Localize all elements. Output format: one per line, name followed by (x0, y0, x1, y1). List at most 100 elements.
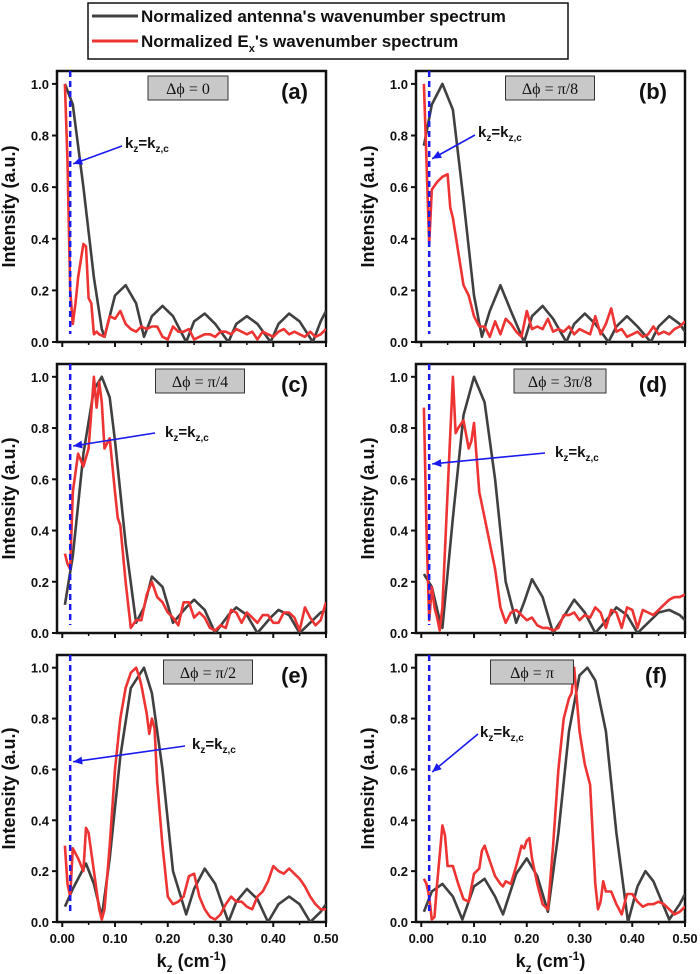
x-tick-label: 0.10 (461, 931, 486, 946)
y-tick-label: 0.8 (390, 129, 408, 144)
x-axis-label-part: -1 (569, 949, 580, 963)
series-line-ex (422, 375, 685, 632)
panel-d: 0.0 0.2 0.4 0.6 0.8 1.0 Intensity (a.u.) Δϕ = 3… (358, 362, 687, 641)
series-line-ex (422, 666, 685, 921)
y-tick-label: 0.0 (390, 915, 408, 930)
panel-letter: (a) (281, 79, 308, 104)
y-tick-label: 0.2 (390, 864, 408, 879)
cutoff-annotation-part: k (478, 124, 487, 141)
y-tick-label: 0.8 (390, 712, 408, 727)
y-tick-label: 0.6 (390, 472, 408, 487)
plot-frame (414, 362, 687, 635)
arrowhead-icon (73, 440, 83, 449)
series-line-antenna (422, 666, 685, 922)
legend-box (87, 2, 569, 60)
legend-label-ex: Normalized Ex's wavenumber spectrum (141, 32, 458, 55)
cutoff-annotation-part: z (173, 433, 178, 444)
x-axis-label-part: z (526, 961, 532, 974)
y-tick-label: 0.0 (31, 626, 49, 641)
y-tick-label: 1.0 (390, 77, 408, 92)
x-tick-label: 0.20 (514, 931, 539, 946)
y-tick-label: 0.2 (390, 575, 408, 590)
series-line-antenna (422, 82, 685, 342)
x-axis-label-part: ) (579, 951, 585, 971)
cutoff-annotation-part: =k (205, 736, 223, 753)
legend-label-ex-sub: x (249, 43, 256, 55)
y-tick-label: 1.0 (390, 661, 408, 676)
y-tick-label: 0.6 (31, 472, 49, 487)
y-tick-label: 0.4 (31, 813, 50, 828)
x-axis-label: kz (cm-1) (157, 949, 227, 974)
panel-a: 0.0 0.2 0.4 0.6 0.8 1.0 Intensity (a.u.) Δϕ = 0… (0, 69, 328, 350)
y-tick-label: 0.8 (390, 421, 408, 436)
y-tick-label: 0.8 (31, 421, 49, 436)
x-tick-label: 0.40 (261, 931, 286, 946)
cutoff-annotation-part: z (486, 133, 491, 144)
phase-label-box (155, 368, 245, 394)
y-tick-label: 0.4 (390, 813, 409, 828)
arrowhead-icon (73, 157, 84, 165)
cutoff-annotation-part: z (563, 453, 568, 464)
y-tick-label: 0.0 (390, 335, 408, 350)
series-line-ex (422, 83, 685, 339)
y-tick-label: 0.2 (31, 864, 49, 879)
cutoff-annotation-part: k (125, 135, 134, 152)
x-tick-label: 0.30 (208, 931, 233, 946)
panel-letter: (c) (281, 372, 308, 397)
y-tick-label: 1.0 (31, 370, 49, 385)
cutoff-annotation-part: z,c (195, 433, 209, 444)
phase-label: Δϕ = π/2 (180, 665, 236, 682)
phase-label: Δϕ = π/8 (522, 81, 578, 98)
x-axis-label-part: (cm (532, 951, 569, 971)
cutoff-annotation-part: k (192, 736, 201, 753)
phase-label: Δϕ = π (510, 665, 554, 682)
y-tick-label: 0.4 (31, 524, 50, 539)
arrowhead-icon (432, 763, 442, 772)
cutoff-annotation: kz=kz,c (555, 444, 599, 464)
series-line-antenna (422, 375, 685, 633)
cutoff-annotation: kz=kz,c (125, 135, 169, 155)
plot-frame (55, 653, 328, 924)
x-tick-label: 0.00 (50, 931, 75, 946)
x-tick-label: 0.00 (409, 931, 434, 946)
panel-c: 0.0 0.2 0.4 0.6 0.8 1.0 Intensity (a.u.) Δϕ = π… (0, 362, 328, 641)
cutoff-annotation-part: z,c (508, 133, 522, 144)
x-tick-label: 0.50 (672, 931, 697, 946)
y-axis-label: Intensity (a.u.) (358, 145, 378, 267)
x-axis-label: kz (cm-1) (516, 949, 586, 974)
y-tick-label: 0.6 (31, 180, 49, 195)
y-tick-label: 0.8 (31, 712, 49, 727)
cutoff-annotation: kz=kz,c (192, 736, 236, 756)
y-tick-label: 1.0 (390, 370, 408, 385)
cutoff-annotation-part: k (480, 724, 489, 741)
cutoff-annotation-part: =k (138, 135, 156, 152)
y-tick-label: 1.0 (31, 661, 49, 676)
cutoff-annotation-part: z,c (585, 453, 599, 464)
y-tick-label: 0.6 (390, 762, 408, 777)
cutoff-annotation-part: z,c (510, 733, 524, 744)
cutoff-annotation-part: =k (493, 724, 511, 741)
annotation-arrow (73, 432, 156, 447)
y-tick-label: 0.0 (390, 626, 408, 641)
y-tick-label: 0.4 (31, 232, 50, 247)
y-axis-label: Intensity (a.u.) (358, 727, 378, 849)
y-tick-label: 0.2 (31, 283, 49, 298)
cutoff-annotation-part: z,c (222, 745, 236, 756)
annotation-arrow (431, 733, 479, 773)
y-tick-label: 0.0 (31, 335, 49, 350)
x-axis-label-part: (cm (173, 951, 210, 971)
cutoff-annotation-part: z,c (155, 144, 169, 155)
x-tick-label: 0.30 (567, 931, 592, 946)
phase-label-box (147, 75, 229, 101)
y-tick-label: 0.2 (390, 283, 408, 298)
y-tick-label: 1.0 (31, 77, 49, 92)
phase-label-box (505, 75, 595, 101)
series-line-ex (63, 83, 326, 341)
x-axis-label-part: z (167, 961, 173, 974)
y-axis-label: Intensity (a.u.) (0, 727, 19, 849)
panel-b: 0.0 0.2 0.4 0.6 0.8 1.0 Intensity (a.u.) Δϕ = π… (358, 69, 687, 350)
y-axis-label: Intensity (a.u.) (0, 145, 19, 267)
phase-label-box (490, 659, 574, 685)
cutoff-annotation: kz=kz,c (165, 424, 209, 444)
cutoff-annotation-part: k (555, 444, 564, 461)
